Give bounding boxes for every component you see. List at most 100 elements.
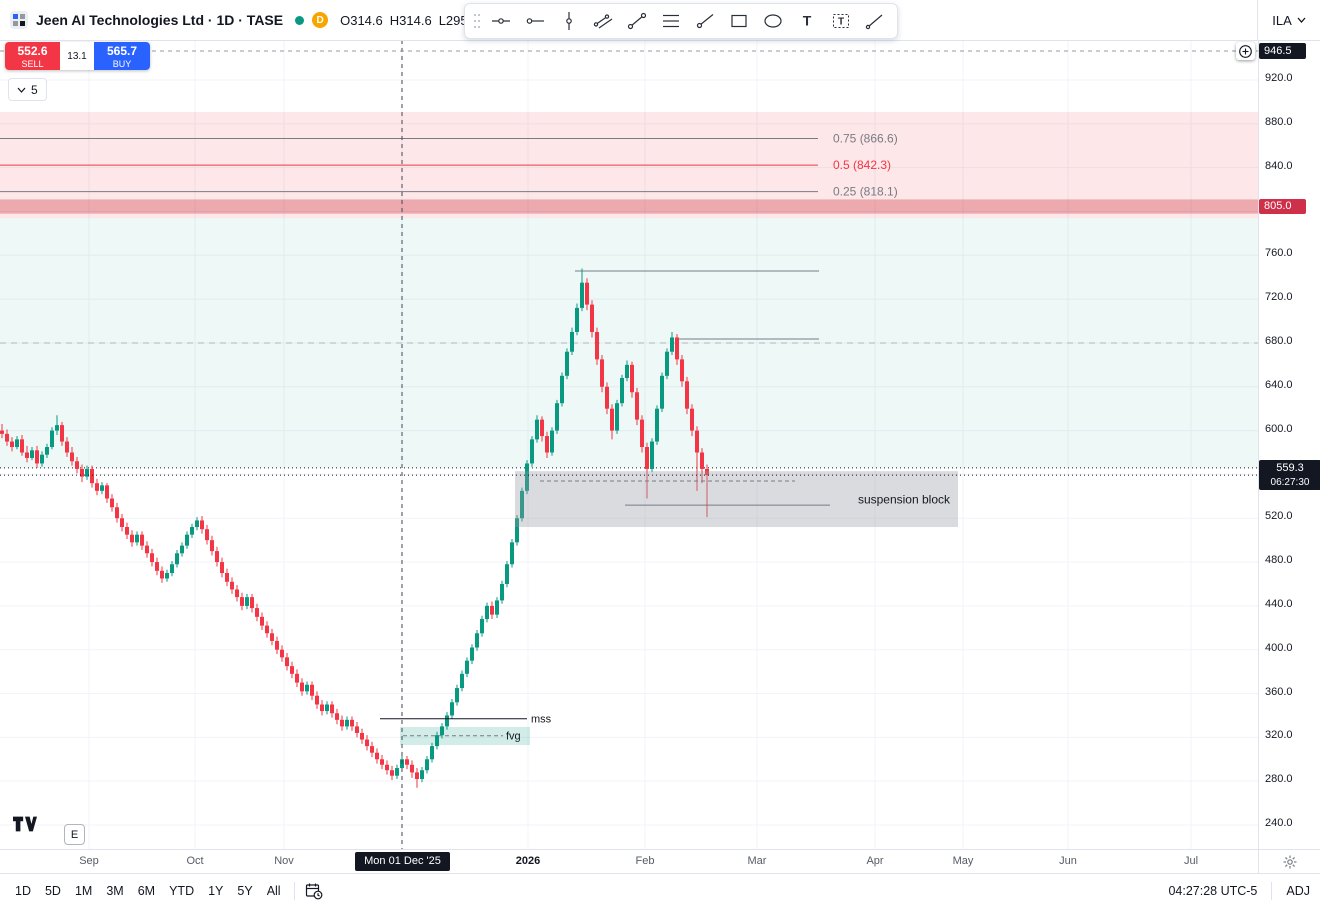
session-clock[interactable]: 04:27:28 UTC-5 [1168,883,1258,898]
time-axis-label: Sep [79,855,99,867]
horizontal-ray-icon[interactable] [518,6,552,36]
bottom-right-cluster: 04:27:28 UTC-5 ADJ [1168,881,1312,900]
time-axis-label: Feb [635,855,655,867]
fvg-label: fvg [506,731,521,743]
scales-settings-gear-icon [1283,855,1297,869]
add-alert-plus-button[interactable] [1236,42,1255,60]
text-icon[interactable]: T [790,6,824,36]
time-axis-label: Oct [186,855,204,867]
currency-selector[interactable]: ILA [1257,0,1320,40]
axis-corner[interactable] [1258,849,1320,874]
price-axis[interactable]: 920.0 880.0 840.0 760.0 720.0 680.0 640.0 600.0… [1258,40,1320,849]
horizontal-line-icon[interactable] [484,6,518,36]
rectangle-icon[interactable] [722,6,756,36]
trade-widget: 552.6 SELL 13.1 565.7 BUY [5,42,150,70]
crosshair-time-badge: Mon 01 Dec '25 [355,852,450,871]
last-price-value: 559.3 [1276,462,1304,474]
trend-angle-icon[interactable] [858,6,892,36]
divider [293,881,295,900]
go-to-date-button[interactable] [301,878,327,904]
time-axis-label: Jun [1059,855,1077,867]
toolbar-drag-handle[interactable] [470,6,484,36]
circle-plus-icon [1239,44,1252,58]
bar-countdown: 06:27:30 [1270,477,1310,488]
price-tick-label: 280.0 [1265,773,1293,786]
chevron-down-icon [1297,17,1306,23]
trend-line-icon[interactable] [620,6,654,36]
anchored-text-icon[interactable]: T [824,6,858,36]
fib-retracement-icon[interactable] [654,6,688,36]
range-button-1d[interactable]: 1D [15,883,31,898]
price-tick-label: 440.0 [1265,597,1293,610]
svg-text:0.5 (842.3): 0.5 (842.3) [833,158,891,172]
ohlc-legend: O314.6 H314.6 L295. [340,13,471,28]
svg-text:0.75 (866.6): 0.75 (866.6) [833,132,898,146]
delayed-data-badge[interactable]: D [312,12,329,28]
events-button[interactable]: E [64,824,85,845]
range-button-ytd[interactable]: YTD [169,883,195,898]
price-tick-label: 680.0 [1265,334,1293,347]
price-tick-label: 920.0 [1265,72,1293,84]
chevron-down-icon [17,87,26,93]
vertical-line-icon[interactable] [552,6,586,36]
range-button-5d[interactable]: 5D [44,883,61,898]
buy-price: 565.7 [106,44,138,58]
price-tick-label: 720.0 [1265,291,1293,304]
parallel-channel-icon[interactable] [586,6,620,36]
drawings-count: 5 [31,82,38,97]
price-tick-label: 880.0 [1265,115,1293,128]
time-axis-label: Nov [274,855,294,867]
time-axis[interactable]: Sep Oct Nov 2026 Feb Mar Apr May Jun Jul Mon 01 D… [0,849,1258,874]
legend-low: L295. [438,12,472,28]
price-tick-label: 840.0 [1265,159,1293,172]
legend-open: O314.6 [340,12,383,28]
market-status-icon [295,15,305,25]
suspension-block-label: suspension block [858,493,951,507]
calendar-clock-icon [305,883,322,899]
price-tick-label: 320.0 [1265,729,1293,742]
time-axis-label: Jul [1183,855,1199,867]
legend-high: H314.6 [389,12,432,28]
range-button-1y[interactable]: 1Y [208,883,224,898]
candlestick-series [0,268,709,788]
ray-icon[interactable] [688,6,722,36]
currency-label: ILA [1272,12,1292,28]
symbol-title[interactable]: Jeen AI Technologies Ltd · 1D · TASE [36,12,284,28]
range-button-3m[interactable]: 3M [106,883,124,898]
resistance-band [0,199,1258,214]
range-button-all[interactable]: All [266,883,281,898]
time-axis-label: 2026 [515,855,541,867]
svg-text:0.25 (818.1): 0.25 (818.1) [833,185,898,199]
tradingview-logo[interactable] [13,816,37,837]
price-tick-label: 360.0 [1265,685,1293,698]
suspension-block [515,471,958,528]
ellipse-icon[interactable] [756,6,790,36]
range-button-5y[interactable]: 5Y [237,883,253,898]
range-button-1m[interactable]: 1M [74,883,93,898]
price-tick-label: 600.0 [1265,422,1293,435]
time-axis-label: May [952,855,974,867]
drawings-count-pill[interactable]: 5 [8,78,47,101]
bottom-toolbar: 1D 5D 1M 3M 6M YTD 1Y 5Y All 04:27:28 UTC-5 ADJ [0,873,1320,907]
symbol-area: Jeen AI Technologies Ltd · 1D · TASE D O… [0,11,471,29]
adjust-data-toggle[interactable]: ADJ [1286,883,1310,898]
buy-label: BUY [112,59,132,69]
divider [1271,881,1273,900]
range-button-6m[interactable]: 6M [137,883,156,898]
sell-button[interactable]: 552.6 SELL [5,42,60,70]
crosshair-price-badge: 946.5 [1259,43,1306,59]
price-tick-label: 640.0 [1265,378,1293,391]
price-tick-label: 240.0 [1265,817,1293,829]
symbol-logo-icon [10,11,28,29]
svg-text:T: T [838,17,844,28]
sell-price: 552.6 [17,44,48,58]
chart-plot[interactable]: 0.75 (866.6) 0.5 (842.3) 0.25 (818.1) suspe… [0,40,1258,849]
buy-button[interactable]: 565.7 BUY [94,42,150,70]
time-axis-label: Mar [747,855,767,867]
price-tick-label: 520.0 [1265,510,1293,523]
range-buttons: 1D 5D 1M 3M 6M YTD 1Y 5Y All [8,880,288,902]
drawing-toolbar: T T [464,3,898,39]
price-tick-label: 400.0 [1265,641,1293,654]
svg-text:T: T [803,13,812,29]
